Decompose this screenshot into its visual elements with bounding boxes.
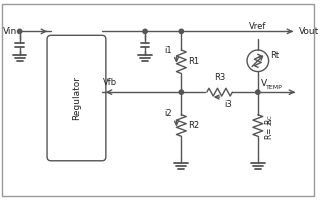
FancyBboxPatch shape: [47, 35, 106, 161]
Circle shape: [256, 90, 260, 94]
Circle shape: [179, 29, 184, 34]
Text: Regulator: Regulator: [72, 76, 81, 120]
Text: V: V: [261, 79, 267, 88]
Circle shape: [17, 29, 22, 34]
Text: Rt: Rt: [270, 51, 280, 60]
Text: Vfb: Vfb: [103, 78, 117, 87]
Text: Vout: Vout: [299, 27, 319, 36]
Text: =: =: [265, 127, 274, 134]
Text: i1: i1: [164, 46, 172, 55]
Text: Vref: Vref: [249, 22, 267, 31]
Circle shape: [143, 29, 147, 34]
Text: 25C: 25C: [268, 114, 273, 125]
Text: i2: i2: [164, 109, 172, 118]
Text: R: R: [265, 134, 274, 139]
Text: i3: i3: [224, 100, 232, 109]
Text: TEMP: TEMP: [266, 85, 282, 90]
Text: R2: R2: [188, 121, 199, 130]
Circle shape: [179, 90, 184, 94]
Text: Vin: Vin: [3, 27, 17, 36]
Text: R: R: [265, 119, 274, 124]
Text: R3: R3: [214, 73, 225, 82]
Text: R1: R1: [188, 57, 199, 66]
